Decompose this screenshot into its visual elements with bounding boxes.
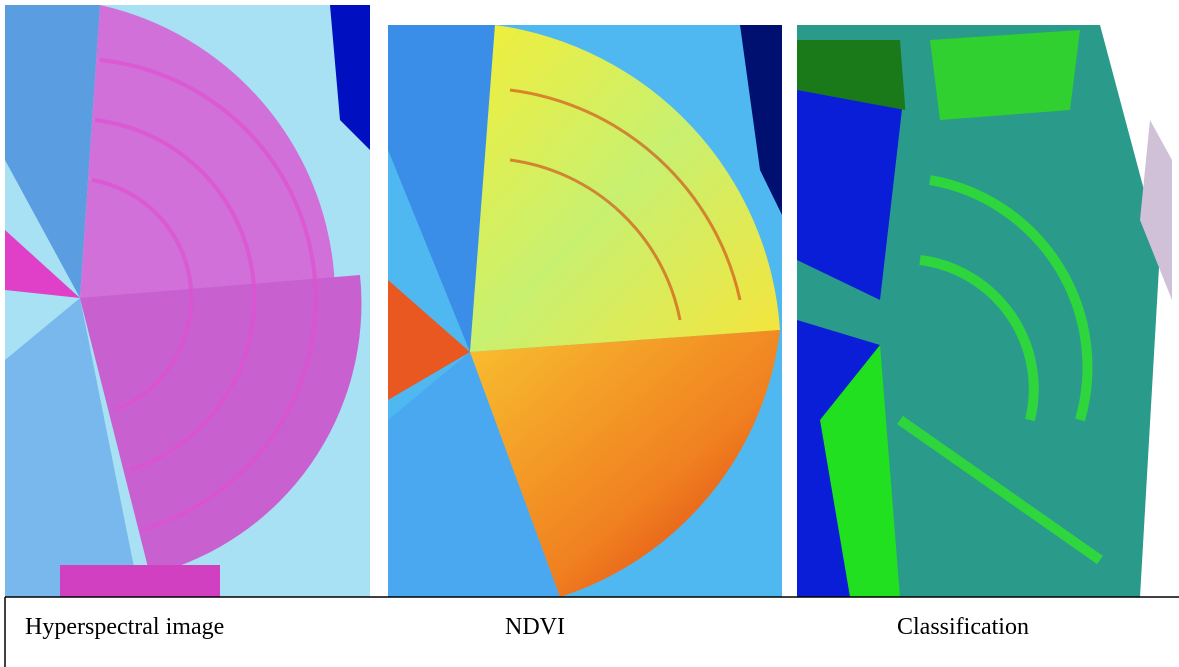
hyperspectral-image (5, 5, 370, 597)
caption: Classification (897, 614, 1029, 641)
figure: Hyperspectral image NDVI Classification (0, 0, 1179, 667)
ndvi-image (388, 25, 782, 597)
caption: NDVI (505, 614, 565, 641)
classification-image (797, 25, 1172, 597)
figure-images (0, 0, 1179, 667)
caption: Hyperspectral image (25, 614, 224, 641)
